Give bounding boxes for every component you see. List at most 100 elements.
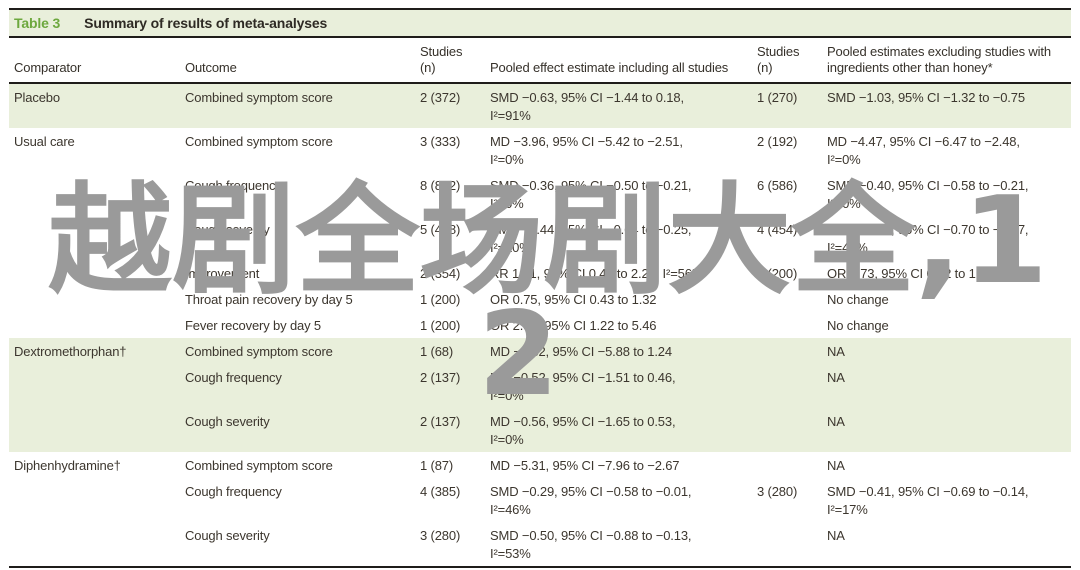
comparator-cell [14,260,185,286]
outcome-cell: Cough frequency [185,484,282,499]
col-header-pooled-excluding: Pooled estimates excluding studies with … [827,44,1051,75]
studies-excluding-cell: 1 (270) [757,90,798,105]
studies-including-cell: 2 (137) [420,370,461,385]
table-row: Cough severity 2 (137) MD −0.56, 95% CI −1… [9,408,1071,452]
studies-including-cell: 3 (333) [420,134,461,149]
pooled-line: SMD −0.36, 95% CI −0.50 to −0.21, [490,178,692,193]
col-header-comparator: Comparator [14,60,82,75]
table-row: Cough severity 5 (458) SMD −0.44, 95% CI −… [9,216,1071,260]
outcome-cell: Cough severity [185,528,270,543]
pooled-including-cell: SMD −0.29, 95% CI −0.58 to −0.01, I²=46% [490,478,757,522]
comparator-cell: Usual care [14,134,75,149]
table-row: Fever recovery by day 5 1 (200) OR 2.58, 9… [9,312,1071,338]
pooled-excluding-cell: SMD −0.41, 95% CI −0.69 to −0.14, I²=17% [827,478,1071,522]
comparator-cell: Dextromethorphan† [14,344,127,359]
studies-including-cell: 8 (832) [420,178,461,193]
pooled-line: SMD −0.29, 95% CI −0.58 to −0.01, [490,484,692,499]
outcome-cell: Cough frequency [185,370,282,385]
studies-excluding-cell: 3 (280) [757,484,798,499]
outcome-cell: Cough frequency [185,178,282,193]
pooled-including-cell: SMD −0.44, 95% CI −0.64 to −0.25, I²=20% [490,216,757,260]
comparator-cell [14,408,185,452]
pooled-line: I²=40% [827,240,868,255]
studies-excluding-cell [757,286,827,312]
comparator-cell [14,364,185,408]
pooled-line: I²=91% [490,108,531,123]
pooled-line: SMD −1.03, 95% CI −1.32 to −0.75 [827,90,1025,105]
studies-excluding-cell [757,452,827,478]
outcome-cell: Combined symptom score [185,134,333,149]
outcome-cell: Throat pain recovery by day 5 [185,292,353,307]
pooled-line: NA [827,414,845,429]
col-header-pooled-including: Pooled effect estimate including all stu… [490,60,729,75]
comparator-cell: Diphenhydramine† [14,458,121,473]
pooled-line: OR 2.58, 95% CI 1.22 to 5.46 [490,318,657,333]
table-row: Throat pain recovery by day 5 1 (200) OR 0… [9,286,1071,312]
comparator-cell [14,172,185,216]
studies-excluding-cell: 1 (200) [757,266,798,281]
outcome-cell: Improvement [185,266,260,281]
table-label: Table 3 [14,15,61,31]
pooled-line: NA [827,458,845,473]
pooled-including-cell: MD −0.52, 95% CI −1.51 to 0.46, I²=0% [490,364,757,408]
comparator-cell [14,478,185,522]
comparator-cell [14,312,185,338]
pooled-excluding-cell: No change [827,312,1071,338]
comparator-cell [14,522,185,566]
pooled-excluding-cell: OR 0.73, 95% CI 0.42 to 1.27 [827,260,1071,286]
table-row: Cough frequency 8 (832) SMD −0.36, 95% CI … [9,172,1071,216]
outcome-cell: Combined symptom score [185,344,333,359]
comparator-cell: Placebo [14,90,60,105]
studies-including-cell: 2 (354) [420,266,461,281]
studies-including-cell: 1 (200) [420,318,461,333]
pooled-including-cell: SMD −0.36, 95% CI −0.50 to −0.21, I²=0% [490,172,757,216]
pooled-line: I²=53% [490,546,531,561]
outcome-cell: Fever recovery by day 5 [185,318,321,333]
studies-excluding-cell: 4 (454) [757,222,798,237]
pooled-line: MD −0.52, 95% CI −1.51 to 0.46, [490,370,676,385]
pooled-including-cell: OR 2.58, 95% CI 1.22 to 5.46 [490,312,757,338]
table-title: Summary of results of meta-analyses [84,15,328,31]
pooled-line: SMD −0.50, 95% CI −0.88 to −0.13, [490,528,692,543]
pooled-line: I²=0% [490,196,524,211]
table-caption-bar: Table 3 Summary of results of meta-analys… [9,8,1071,38]
outcome-cell: Cough severity [185,222,270,237]
studies-excluding-cell [757,364,827,408]
pooled-line: OR 0.73, 95% CI 0.42 to 1.27 [827,266,994,281]
studies-including-cell: 1 (68) [420,344,454,359]
col-header-studies-including: Studies (n) [420,44,463,75]
studies-including-cell: 2 (137) [420,414,461,429]
table-row: Cough frequency 4 (385) SMD −0.29, 95% CI … [9,478,1071,522]
pooled-excluding-cell: NA [827,364,1071,408]
pooled-line: RR 1.01, 95% CI 0.45 to 2.27, I²=56% [490,266,704,281]
studies-excluding-cell [757,408,827,452]
pooled-including-cell: MD −0.56, 95% CI −1.65 to 0.53, I²=0% [490,408,757,452]
pooled-including-cell: MD −5.31, 95% CI −7.96 to −2.67 [490,452,757,478]
comparator-group: Usual care Combined symptom score 3 (333) M… [9,128,1071,338]
table-row: Cough frequency 2 (137) MD −0.52, 95% CI −… [9,364,1071,408]
pooled-excluding-cell: NA [827,408,1071,452]
pooled-line: NA [827,344,845,359]
comparator-group: Dextromethorphan† Combined symptom score 1… [9,338,1071,452]
pooled-line: NA [827,370,845,385]
pooled-excluding-cell: NA [827,522,1071,566]
comparator-cell [14,216,185,260]
table-row: Placebo Combined symptom score 2 (372) SMD … [9,84,1071,128]
pooled-including-cell: SMD −0.50, 95% CI −0.88 to −0.13, I²=53% [490,522,757,566]
pooled-including-cell: MD −3.96, 95% CI −5.42 to −2.51, I²=0% [490,128,757,172]
pooled-line: No change [827,292,889,307]
pooled-excluding-cell: No change [827,286,1071,312]
studies-including-cell: 2 (372) [420,90,461,105]
pooled-line: NA [827,528,845,543]
pooled-line: I²=46% [490,502,531,517]
comparator-group: Diphenhydramine† Combined symptom score 1 … [9,452,1071,566]
comparator-cell [14,286,185,312]
pooled-excluding-cell: SMD −0.44, 95% CI −0.70 to −0.17, I²=40% [827,216,1071,260]
meta-analysis-table: Table 3 Summary of results of meta-analys… [9,8,1071,568]
comparator-group: Placebo Combined symptom score 2 (372) SMD … [9,84,1071,128]
pooled-line: MD −4.47, 95% CI −6.47 to −2.48, [827,134,1020,149]
pooled-line: No change [827,318,889,333]
pooled-line: I²=0% [827,196,861,211]
col-header-outcome: Outcome [185,60,237,75]
pooled-line: SMD −0.44, 95% CI −0.70 to −0.17, [827,222,1029,237]
